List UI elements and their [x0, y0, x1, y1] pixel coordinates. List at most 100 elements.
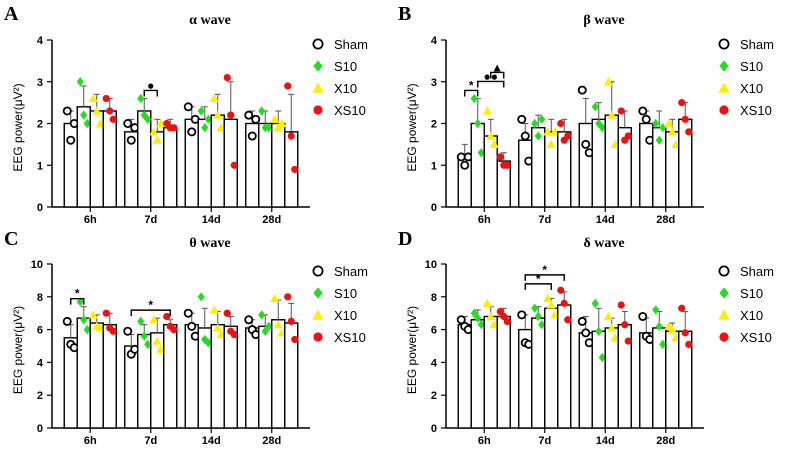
data-point — [638, 311, 648, 321]
data-point — [671, 139, 681, 148]
bar — [665, 330, 680, 429]
bar — [197, 118, 212, 208]
bar — [137, 333, 152, 429]
data-point — [603, 311, 613, 321]
legend-label: S10 — [334, 59, 357, 74]
legend-label: Sham — [334, 264, 368, 279]
panel-title: α wave — [189, 13, 231, 28]
data-point — [564, 316, 572, 324]
data-point — [251, 114, 261, 124]
data-point — [223, 309, 231, 317]
bar — [591, 330, 606, 429]
data-point — [244, 110, 254, 120]
data-point — [550, 127, 560, 136]
bar — [137, 110, 152, 208]
data-point — [106, 107, 114, 115]
data-point — [109, 327, 117, 335]
y-tick-label: 0 — [431, 423, 437, 435]
y-axis-label: EEG power(μV²) — [405, 83, 419, 171]
data-point — [247, 131, 257, 141]
data-point — [538, 114, 546, 124]
y-tick-label: 2 — [37, 119, 43, 131]
data-point — [678, 99, 686, 107]
data-point — [277, 118, 287, 128]
bar — [483, 315, 498, 429]
x-tick-label: 7d — [538, 435, 551, 447]
data-point — [520, 131, 530, 141]
y-axis-label: EEG power(μV²) — [11, 306, 25, 394]
legend-marker — [312, 82, 324, 93]
legend-marker — [312, 265, 324, 277]
data-point — [638, 106, 648, 116]
data-point — [681, 115, 689, 123]
data-point — [88, 93, 98, 103]
data-point — [685, 340, 693, 348]
bar — [470, 122, 485, 208]
x-tick-label: 7d — [144, 435, 157, 447]
data-point — [591, 298, 599, 308]
data-point — [482, 106, 492, 115]
y-tick-label: 8 — [37, 292, 43, 304]
panel-title: δ wave — [583, 236, 624, 251]
data-point — [80, 110, 88, 120]
data-point — [681, 329, 689, 337]
data-point — [273, 320, 283, 329]
x-tick-label: 6h — [478, 435, 491, 447]
x-tick-label: 14d — [202, 214, 221, 226]
panel-title: β wave — [583, 13, 624, 28]
significance-label: ▲ — [491, 60, 503, 74]
data-point — [265, 123, 273, 133]
significance-bracket — [477, 80, 505, 88]
legend-label: XS10 — [334, 103, 366, 118]
y-tick-label: 2 — [431, 390, 437, 402]
data-point — [489, 139, 499, 148]
data-point — [557, 286, 565, 294]
data-point — [671, 333, 681, 342]
bar — [557, 304, 572, 429]
data-point — [204, 338, 212, 348]
data-point — [213, 110, 223, 119]
legend-label: X10 — [334, 81, 357, 96]
data-point — [183, 102, 193, 112]
data-point — [209, 305, 219, 314]
significance-bracket — [490, 71, 505, 79]
bar — [258, 122, 273, 208]
data-point — [66, 135, 76, 145]
data-point — [83, 118, 91, 129]
legend-marker — [313, 287, 323, 299]
legend-label: S10 — [740, 286, 763, 301]
data-point — [655, 135, 663, 145]
data-point — [284, 293, 292, 301]
x-tick-label: 6h — [478, 214, 491, 226]
data-point — [149, 127, 159, 136]
data-point — [187, 321, 197, 331]
significance-label: * — [148, 298, 153, 312]
data-point — [284, 82, 292, 90]
data-point — [610, 139, 620, 148]
bar — [163, 126, 178, 208]
data-point — [557, 119, 565, 128]
data-point — [667, 325, 677, 334]
bar — [102, 110, 117, 208]
data-point — [187, 127, 197, 137]
data-point — [617, 301, 625, 309]
data-point — [489, 320, 499, 329]
legend-label: XS10 — [334, 330, 366, 345]
legend-marker — [718, 82, 730, 93]
data-point — [258, 310, 266, 320]
data-point — [265, 321, 273, 331]
x-tick-label: 6h — [84, 435, 97, 447]
y-tick-label: 1 — [431, 160, 437, 172]
data-point — [591, 102, 599, 112]
data-point — [577, 316, 587, 326]
data-point — [156, 118, 166, 128]
y-tick-label: 0 — [431, 202, 437, 214]
bar — [223, 325, 238, 429]
data-point — [560, 299, 568, 307]
panel-letter: D — [398, 228, 412, 250]
data-point — [230, 330, 238, 339]
data-point — [62, 316, 72, 326]
legend-label: Sham — [740, 37, 774, 52]
